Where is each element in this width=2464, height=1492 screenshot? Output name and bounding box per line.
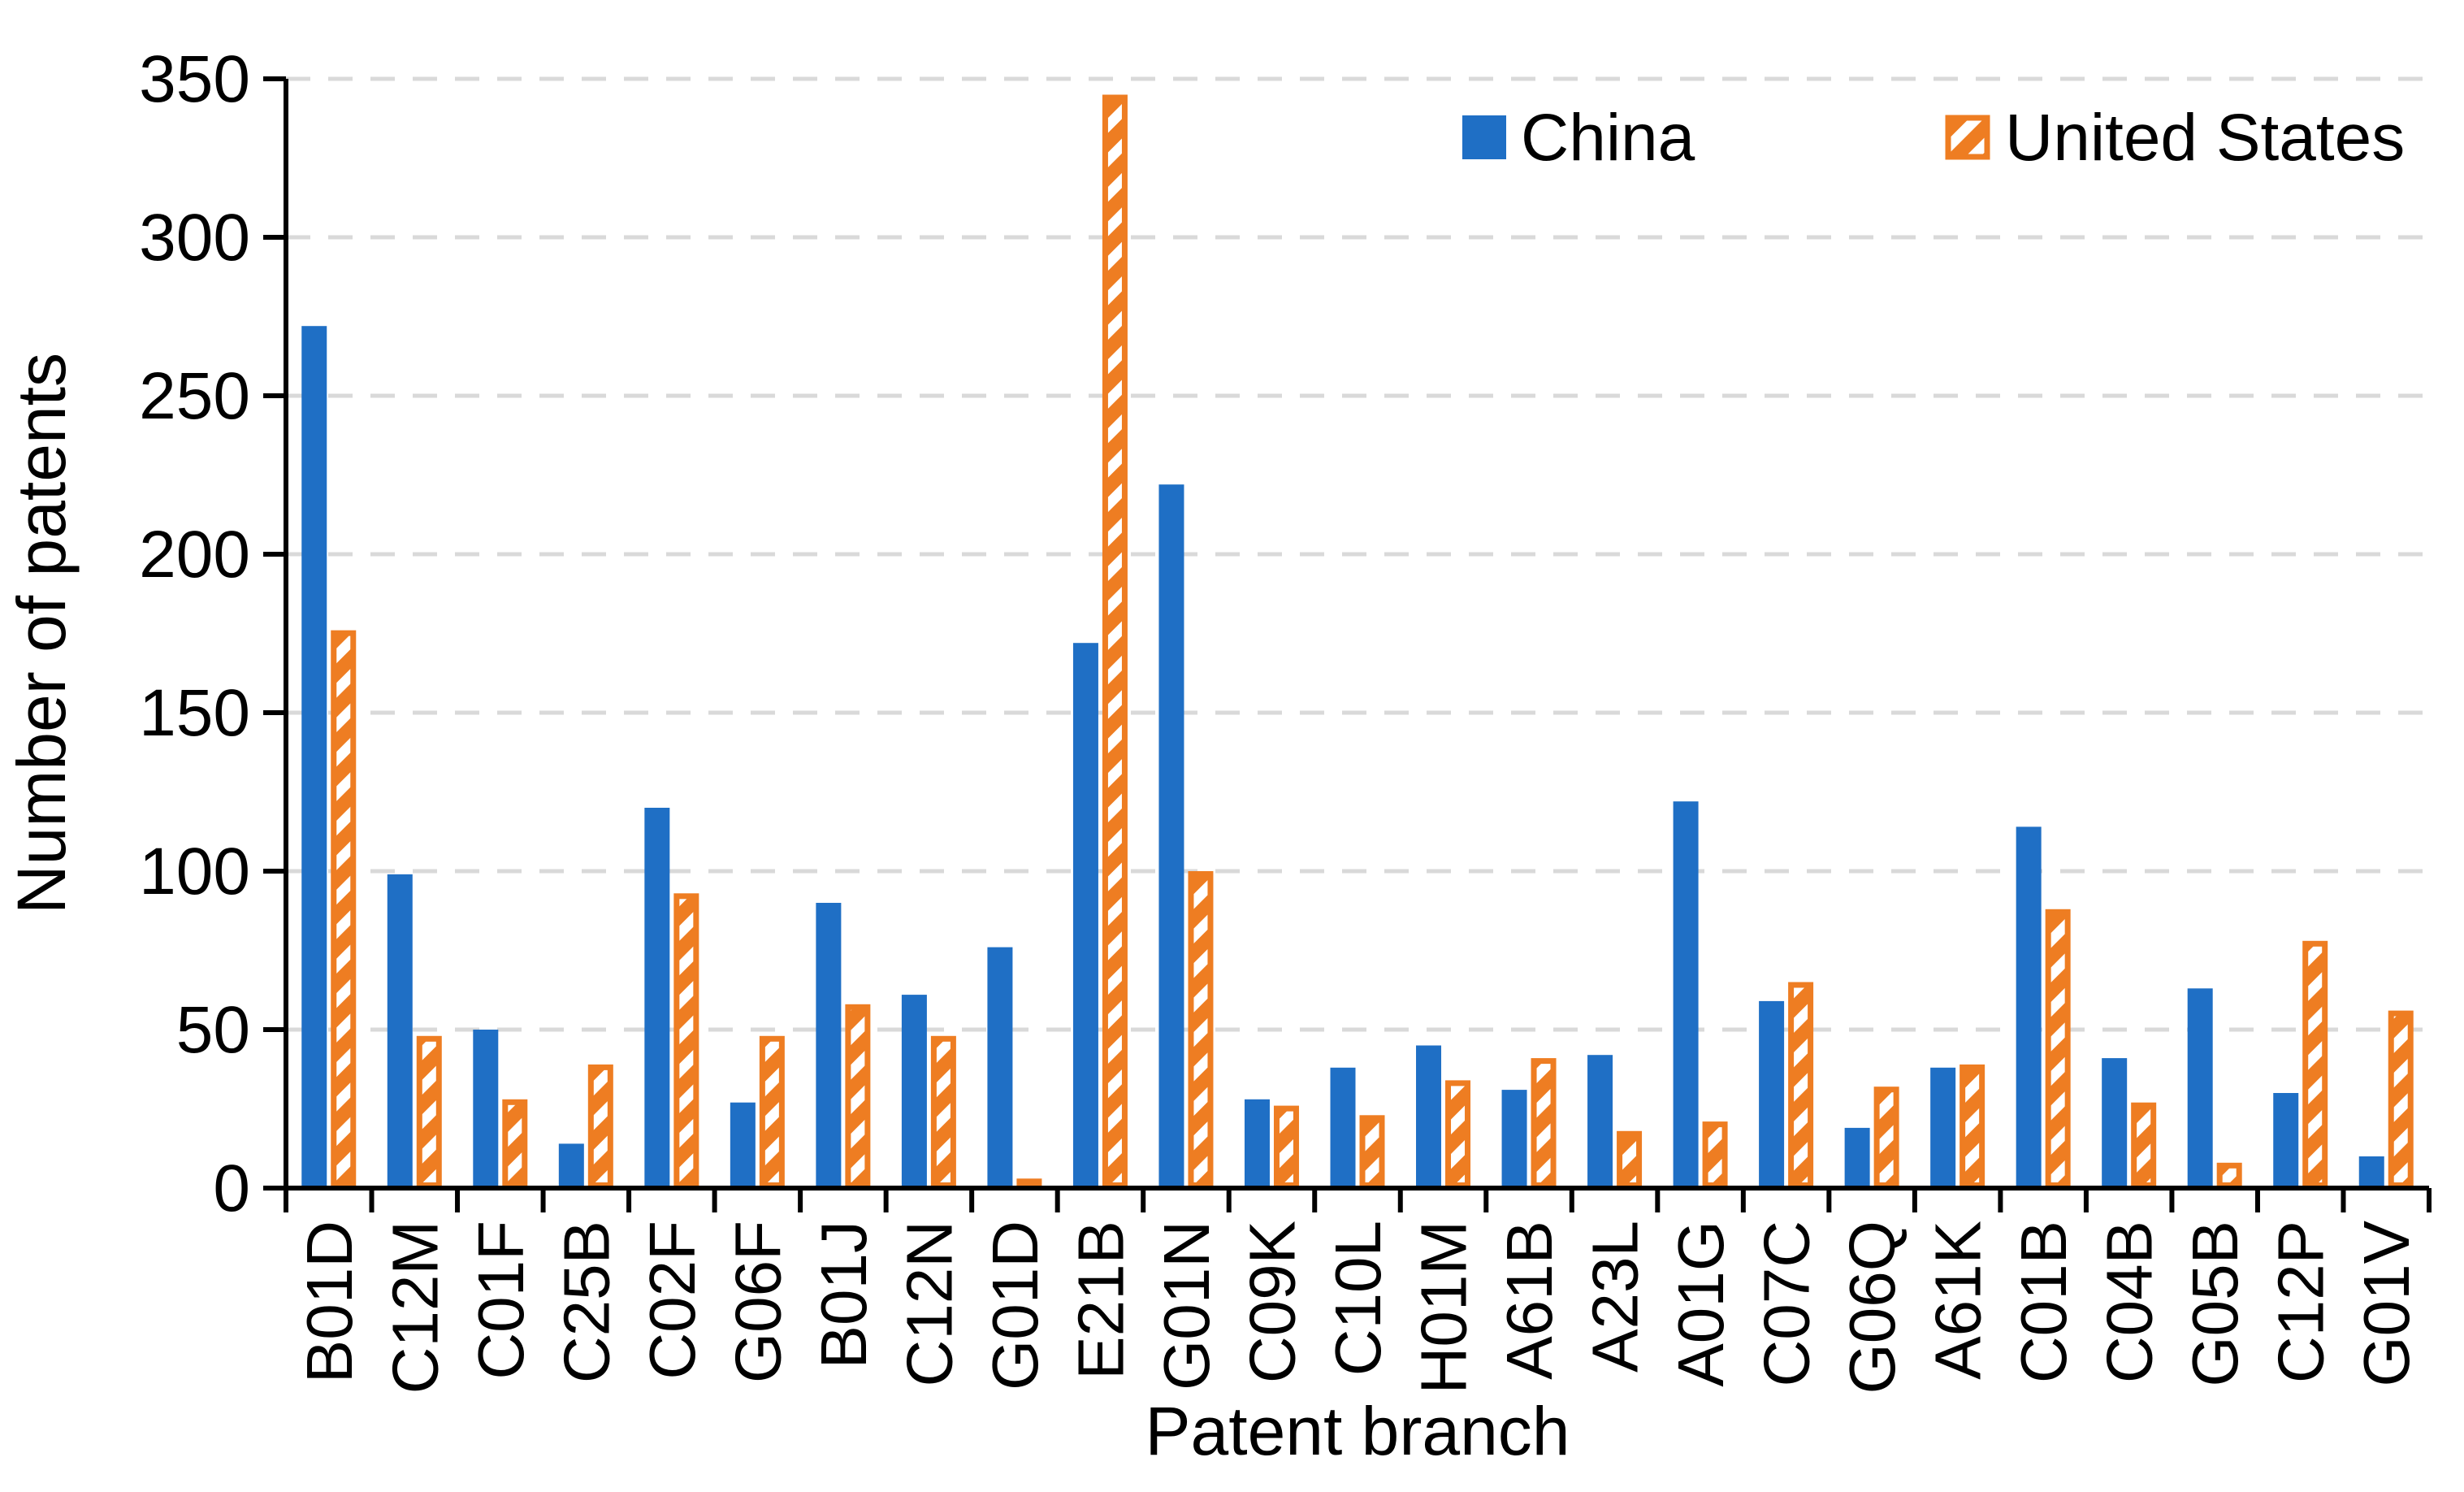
bar-china-A61B bbox=[1501, 1090, 1527, 1188]
x-tick-label-H01M: H01M bbox=[1408, 1221, 1480, 1394]
bar-china-G01V bbox=[2358, 1156, 2384, 1188]
x-tick-label-G06F: G06F bbox=[721, 1221, 794, 1383]
y-tick-label-0: 0 bbox=[213, 1152, 250, 1225]
x-tick-label-C01B: C01B bbox=[2007, 1221, 2080, 1383]
bar-china-G05B bbox=[2187, 988, 2213, 1188]
x-tick-label-B01J: B01J bbox=[808, 1221, 880, 1368]
bar-united-states-G05B bbox=[2216, 1162, 2242, 1189]
bar-china-G01N bbox=[1158, 484, 1184, 1188]
bar-united-states-G01D bbox=[1016, 1178, 1042, 1189]
y-tick-label-250: 250 bbox=[139, 359, 250, 433]
bar-china-C12M bbox=[387, 874, 413, 1188]
bar-united-states-C04B bbox=[2131, 1102, 2157, 1188]
x-tick-label-C12N: C12N bbox=[893, 1221, 965, 1387]
bar-china-A01G bbox=[1673, 801, 1699, 1188]
x-tick-label-C12P: C12P bbox=[2265, 1221, 2337, 1383]
bar-china-C07C bbox=[1759, 1000, 1785, 1188]
bar-united-states-C25B bbox=[587, 1064, 613, 1189]
bar-china-A23L bbox=[1587, 1055, 1613, 1188]
bar-united-states-C12M bbox=[416, 1035, 442, 1189]
bar-china-E21B bbox=[1072, 643, 1098, 1188]
x-tick-label-C10L: C10L bbox=[1322, 1221, 1394, 1376]
bar-china-C25B bbox=[558, 1143, 584, 1188]
bar-china-G06Q bbox=[1844, 1127, 1870, 1188]
y-tick-label-350: 350 bbox=[139, 42, 250, 116]
bar-china-C12N bbox=[901, 995, 927, 1188]
x-tick-label-B01D: B01D bbox=[293, 1221, 366, 1383]
bar-united-states-A61B bbox=[1531, 1058, 1557, 1188]
x-tick-label-G06Q: G06Q bbox=[1836, 1221, 1908, 1394]
x-tick-label-G01D: G01D bbox=[979, 1221, 1051, 1390]
x-axis-title: Patent branch bbox=[1145, 1393, 1570, 1469]
bar-united-states-C02F bbox=[673, 893, 699, 1189]
gridlines bbox=[286, 76, 2429, 1032]
y-tick-label-300: 300 bbox=[139, 201, 250, 275]
bar-china-C01F bbox=[473, 1030, 499, 1188]
x-tick-label-C07C: C07C bbox=[1751, 1221, 1823, 1387]
bar-united-states-C07C bbox=[1788, 982, 1814, 1188]
legend-label-china: China bbox=[1521, 101, 1695, 175]
y-tick-label-50: 50 bbox=[176, 993, 250, 1067]
legend-label-united-states: United States bbox=[2005, 101, 2405, 175]
y-axis-title: Number of patents bbox=[3, 353, 80, 914]
x-tick-label-A61K: A61K bbox=[1922, 1221, 1994, 1380]
bar-united-states-C01F bbox=[502, 1099, 528, 1189]
bar-china-C12P bbox=[2273, 1093, 2299, 1188]
y-tick-label-150: 150 bbox=[139, 676, 250, 750]
x-tick-label-C01F: C01F bbox=[465, 1221, 537, 1380]
bars bbox=[301, 94, 2414, 1189]
bar-united-states-A23L bbox=[1617, 1130, 1643, 1189]
legend: China United States bbox=[1462, 101, 2405, 175]
bar-china-C10L bbox=[1330, 1067, 1356, 1188]
x-tick-label-G01N: G01N bbox=[1150, 1221, 1223, 1390]
bar-united-states-C12N bbox=[930, 1035, 956, 1189]
x-tick-label-A61B: A61B bbox=[1493, 1221, 1565, 1380]
bar-united-states-E21B bbox=[1102, 94, 1128, 1188]
bar-china-B01J bbox=[816, 903, 842, 1188]
bar-china-H01M bbox=[1416, 1045, 1442, 1188]
x-tick-label-G05B: G05B bbox=[2179, 1221, 2251, 1387]
bar-united-states-C09K bbox=[1273, 1105, 1299, 1188]
bar-united-states-G01V bbox=[2388, 1010, 2414, 1188]
legend-swatch-united-states bbox=[1945, 115, 1990, 160]
bar-united-states-G06F bbox=[759, 1035, 785, 1189]
x-tick-label-C02F: C02F bbox=[636, 1221, 708, 1380]
bar-united-states-C12P bbox=[2302, 940, 2328, 1189]
x-tick-label-A23L: A23L bbox=[1579, 1221, 1652, 1373]
x-tick-label-G01V: G01V bbox=[2350, 1220, 2423, 1386]
y-tick-label-100: 100 bbox=[139, 835, 250, 909]
bar-china-G01D bbox=[987, 947, 1013, 1188]
x-tick-label-E21B: E21B bbox=[1064, 1221, 1137, 1380]
x-tick-label-A01G: A01G bbox=[1665, 1221, 1737, 1387]
bar-china-G06F bbox=[730, 1102, 756, 1188]
bar-united-states-A61K bbox=[1960, 1064, 1985, 1189]
bar-united-states-C10L bbox=[1359, 1115, 1385, 1189]
bar-united-states-G06Q bbox=[1873, 1086, 1899, 1188]
legend-swatch-china bbox=[1462, 115, 1506, 159]
x-tick-label-C12M: C12M bbox=[379, 1221, 451, 1394]
bar-china-C01B bbox=[2016, 826, 2042, 1188]
bar-china-B01D bbox=[301, 326, 327, 1189]
bar-united-states-C01B bbox=[2045, 909, 2071, 1189]
x-tick-label-C09K: C09K bbox=[1236, 1221, 1308, 1383]
x-tick-label-C25B: C25B bbox=[550, 1221, 622, 1383]
bar-united-states-B01J bbox=[845, 1004, 871, 1189]
bar-united-states-G01N bbox=[1188, 871, 1214, 1188]
bar-china-A61K bbox=[1930, 1067, 1956, 1188]
bar-united-states-H01M bbox=[1445, 1080, 1471, 1189]
y-tick-label-200: 200 bbox=[139, 518, 250, 592]
bar-united-states-B01D bbox=[331, 630, 357, 1188]
bar-china-C02F bbox=[644, 808, 670, 1188]
x-tick-label-C04B: C04B bbox=[2094, 1221, 2166, 1383]
bar-united-states-A01G bbox=[1702, 1121, 1728, 1188]
bar-china-C09K bbox=[1244, 1099, 1270, 1188]
axes: 0 50 100 150 200 250 300 350 B01D C12M C01F C25B C02… bbox=[139, 42, 2432, 1394]
bar-china-C04B bbox=[2102, 1058, 2128, 1188]
